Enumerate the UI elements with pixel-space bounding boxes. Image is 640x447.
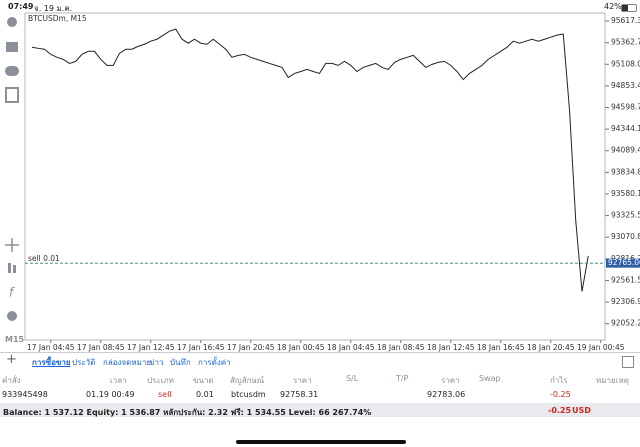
y-tick-label: 93580.15 — [611, 189, 640, 198]
x-tick-label: 18 Jan 20:45 — [527, 343, 575, 352]
chart-title: BTCUSDm, M15 — [28, 14, 87, 23]
column-header: ราคา — [441, 376, 460, 385]
column-header: ราคา — [293, 376, 312, 385]
balance: Balance: 1 537.12 Equity: 1 536.87 หลักป… — [3, 408, 372, 417]
y-tick-label: 94089.45 — [611, 146, 640, 155]
battery-icon — [621, 4, 637, 12]
function-icon[interactable]: f — [9, 286, 15, 300]
y-tick-label: 93834.80 — [611, 167, 640, 176]
tab[interactable]: การซื้อขาย — [32, 358, 71, 367]
column-header: กำไร — [550, 376, 568, 385]
column-header: Swap — [479, 374, 501, 383]
order-label: sell 0.01 — [28, 254, 60, 263]
x-tick-label: 17 Jan 12:45 — [127, 343, 175, 352]
tab[interactable]: ประวัติ — [72, 358, 96, 367]
column-header: สัญลักษณ์ — [230, 376, 265, 385]
x-tick-label: 17 Jan 04:45 — [27, 343, 75, 352]
tab[interactable]: กล่องจดหมาย — [103, 358, 152, 367]
x-tick-label: 18 Jan 16:45 — [477, 343, 525, 352]
y-tick-label: 92561.55 — [611, 275, 640, 284]
divider — [0, 352, 640, 353]
plot-frame — [24, 12, 606, 341]
cell-type: sell — [158, 390, 172, 399]
balance-bar — [0, 403, 640, 417]
y-tick-label: 95108.05 — [611, 59, 640, 68]
x-tick-label: 18 Jan 04:45 — [327, 343, 375, 352]
cell-symbol: btcusdm — [231, 390, 266, 399]
y-tick-label: 93325.50 — [611, 211, 640, 220]
cell-size: 0.01 — [196, 390, 214, 399]
crosshair-icon[interactable] — [5, 238, 19, 252]
cell-profit: -0.25 — [550, 390, 571, 399]
home-indicator — [236, 440, 406, 444]
clock: 07:49 — [8, 2, 34, 11]
price-line — [31, 28, 589, 292]
column-header: หมายเหตุ — [596, 376, 629, 385]
price-tag-label: 92765.06 — [608, 258, 640, 267]
objects-icon[interactable] — [7, 311, 17, 321]
x-tick-label: 18 Jan 12:45 — [427, 343, 475, 352]
x-tick-label: 18 Jan 00:45 — [277, 343, 325, 352]
y-tick-label: 94344.10 — [611, 124, 640, 133]
y-tick-label: 92816.20 — [611, 254, 640, 263]
toolbar: f — [5, 17, 19, 321]
chart: BTCUSDm, M15 95617.35 95362.70 95108.05 948… — [24, 12, 640, 352]
cell-current-price: 92783.06 — [427, 390, 466, 399]
new-icon[interactable] — [5, 87, 19, 103]
layout-icon[interactable] — [622, 356, 634, 368]
battery: 42% — [604, 2, 622, 11]
date: จ. 19 ม.ค. — [34, 4, 73, 13]
cell-price: 92758.31 — [280, 390, 319, 399]
price-tag — [606, 258, 640, 268]
column-header: ประเภท — [147, 376, 174, 385]
indicator-icon[interactable] — [13, 265, 16, 273]
total-profit: -0.25 — [548, 406, 572, 415]
y-tick-label: 95617.35 — [611, 16, 640, 25]
trade-icon[interactable] — [6, 42, 18, 52]
column-header: เวลา — [110, 376, 127, 385]
account-icon[interactable] — [7, 17, 17, 27]
timeframe[interactable]: M15 — [5, 335, 25, 344]
y-tick-label: 95362.70 — [611, 38, 640, 47]
y-tick-label: 92306.90 — [611, 297, 640, 306]
tab[interactable]: บันทึก — [170, 358, 191, 367]
chat-icon[interactable] — [5, 66, 19, 76]
column-header: ขนาด — [193, 376, 214, 385]
cell-order: 933945498 — [2, 390, 48, 399]
add-button[interactable]: + — [6, 352, 17, 367]
x-tick-label: 17 Jan 16:45 — [177, 343, 225, 352]
cell-time: 01.19 00:49 — [86, 390, 135, 399]
x-tick-label: 18 Jan 08:45 — [377, 343, 425, 352]
indicator-icon[interactable] — [8, 263, 11, 273]
tab[interactable]: การตั้งค่า — [198, 358, 231, 367]
x-tick-label: 17 Jan 20:45 — [227, 343, 275, 352]
y-tick-label: 94853.40 — [611, 81, 640, 90]
column-header: S/L — [346, 374, 359, 383]
column-header: T/P — [396, 374, 409, 383]
tab[interactable]: ข่าว — [149, 358, 164, 367]
y-tick-label: 94598.75 — [611, 103, 640, 112]
column-header: คำสั่ง — [2, 376, 21, 385]
x-tick-label: 17 Jan 08:45 — [77, 343, 125, 352]
y-tick-label: 93070.85 — [611, 232, 640, 241]
currency: USD — [572, 406, 591, 415]
y-tick-label: 92052.25 — [611, 319, 640, 328]
x-tick-label: 19 Jan 00:45 — [577, 343, 625, 352]
